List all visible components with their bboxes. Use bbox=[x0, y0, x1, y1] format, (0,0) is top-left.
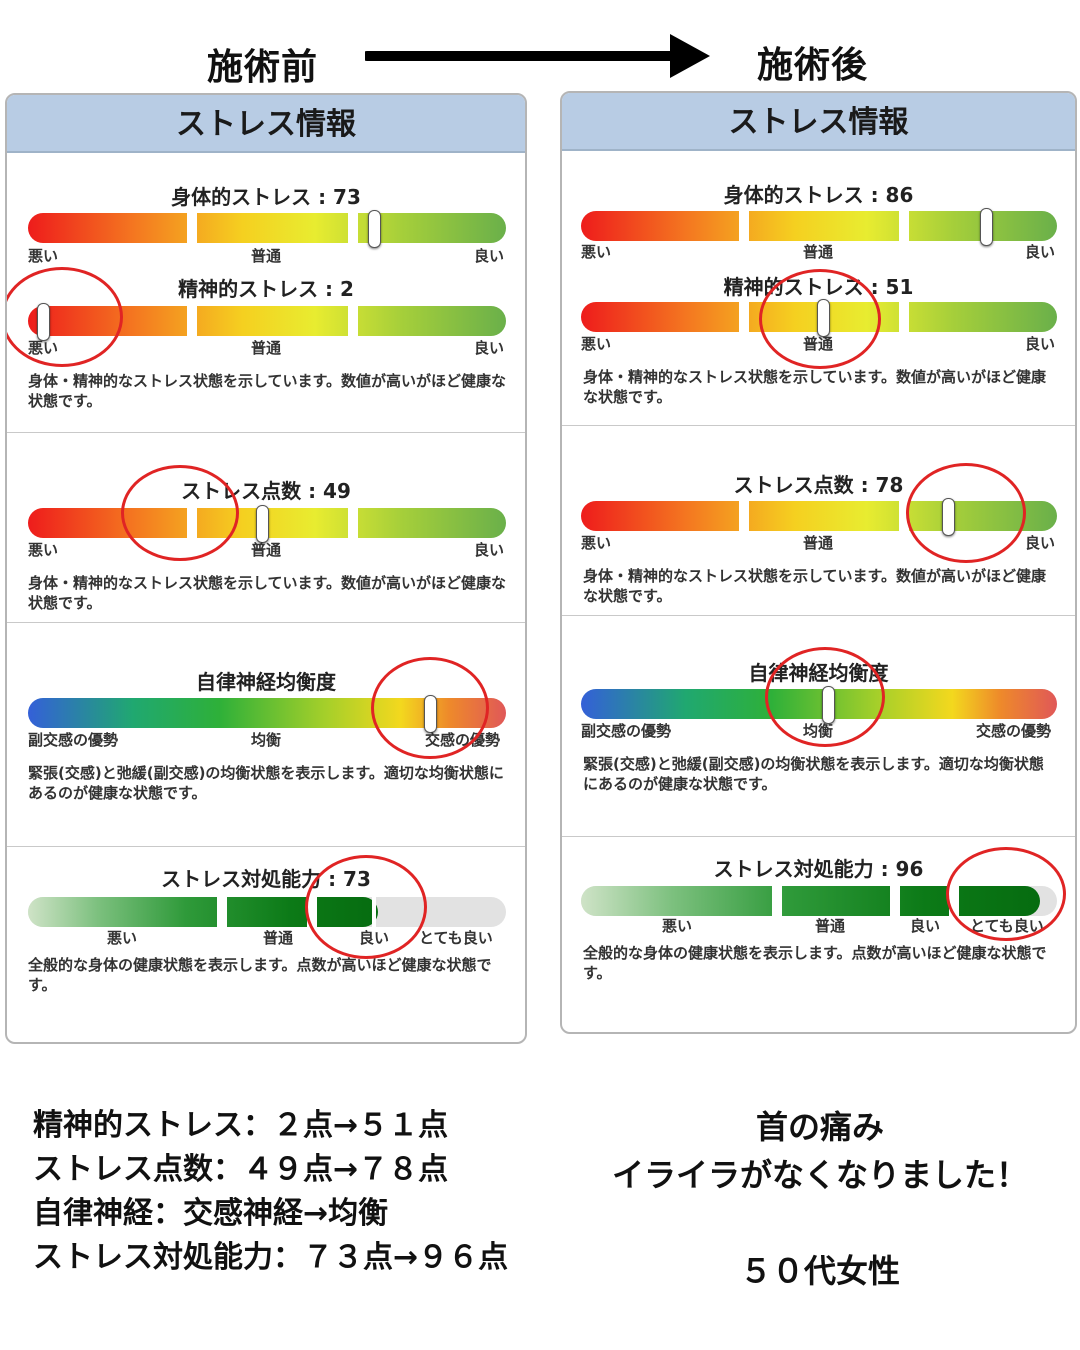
before-heading: 施術前 bbox=[207, 47, 319, 88]
coping-description: 全般的な身体の健康状態を表示します。点数が高いほど健康な状態です。 bbox=[28, 956, 492, 994]
summary-line: 精神的ストレス：２点→５１点 bbox=[33, 1108, 449, 1143]
physical-stress-marker bbox=[367, 210, 381, 248]
stress-panel-before: ストレス情報 身体的ストレス : 73 悪い 普通 良い 精神的ストレス : 2… bbox=[5, 93, 527, 1044]
physical-stress-marker bbox=[979, 208, 993, 246]
testimonial-person: ５０代女性 bbox=[739, 1252, 900, 1290]
highlight-circle bbox=[7, 267, 123, 367]
stress-coping-bar bbox=[28, 897, 506, 927]
scale-label-bad: 悪い bbox=[662, 917, 693, 935]
right-arrow-icon bbox=[365, 34, 710, 78]
scale-label-bad: 悪い bbox=[28, 541, 59, 559]
scale-label-normal: 普通 bbox=[803, 534, 834, 552]
scale-label-normal: 普通 bbox=[815, 917, 846, 935]
panel-title: ストレス情報 bbox=[7, 95, 525, 153]
scale-label-good: 良い bbox=[910, 917, 941, 935]
summary-line: 自律神経：交感神経→均衡 bbox=[33, 1196, 389, 1231]
highlight-circle bbox=[305, 855, 427, 959]
scale-label-good: 良い bbox=[474, 541, 505, 559]
stress-score-marker bbox=[255, 505, 269, 543]
scale-label-good: 良い bbox=[474, 339, 505, 357]
testimonial-line-2: イライラがなくなりました！ bbox=[611, 1156, 1028, 1194]
stress-coping-title: ストレス対処能力 : 96 bbox=[713, 857, 924, 881]
scale-label-parasympathetic: 副交感の優勢 bbox=[28, 731, 119, 749]
highlight-circle bbox=[765, 647, 885, 747]
scale-label-bad: 悪い bbox=[581, 534, 612, 552]
scale-label-very-good: とても良い bbox=[419, 929, 493, 947]
scale-label-good: 良い bbox=[1025, 335, 1056, 353]
highlight-circle bbox=[121, 465, 239, 561]
autonomic-balance-title: 自律神経均衡度 bbox=[196, 670, 336, 694]
coping-description: 全般的な身体の健康状態を表示します。点数が高いほど健康な状態です。 bbox=[583, 944, 1047, 982]
scale-label-good: 良い bbox=[474, 247, 505, 265]
stress-description: 身体・精神的なストレス状態を示しています。数値が高いがほど健康な状態です。 bbox=[583, 567, 1047, 605]
after-heading: 施術後 bbox=[757, 45, 869, 86]
stress-coping-title: ストレス対処能力 : 73 bbox=[161, 867, 371, 891]
scale-label-normal: 普通 bbox=[251, 339, 282, 357]
panel-title: ストレス情報 bbox=[562, 93, 1075, 151]
scale-label-good: 良い bbox=[1025, 243, 1056, 261]
highlight-circle bbox=[946, 847, 1066, 941]
scale-label-bad: 悪い bbox=[28, 247, 59, 265]
stress-description: 身体・精神的なストレス状態を示しています。数値が高いがほど健康な状態です。 bbox=[583, 368, 1047, 406]
scale-label-good: 良い bbox=[1025, 534, 1056, 552]
scale-label-normal: 普通 bbox=[251, 247, 282, 265]
scale-label-bad: 悪い bbox=[107, 929, 138, 947]
highlight-circle bbox=[906, 463, 1026, 563]
stress-description: 身体・精神的なストレス状態を示しています。数値が高いがほど健康な状態です。 bbox=[28, 574, 507, 612]
scale-label-bad: 悪い bbox=[581, 335, 612, 353]
scale-label-normal: 普通 bbox=[263, 929, 294, 947]
stress-panel-after: ストレス情報 身体的ストレス : 86 悪い 普通 良い 精神的ストレス : 5… bbox=[560, 91, 1077, 1034]
highlight-circle bbox=[759, 269, 881, 369]
mental-stress-title: 精神的ストレス : 2 bbox=[178, 277, 354, 301]
stress-score-title: ストレス点数 : 78 bbox=[733, 473, 904, 497]
scale-label-sympathetic: 交感の優勢 bbox=[976, 722, 1052, 740]
physical-stress-title: 身体的ストレス : 73 bbox=[171, 185, 361, 209]
scale-label-normal: 普通 bbox=[803, 243, 834, 261]
autonomic-description: 緊張(交感)と弛緩(副交感)の均衡状態を表示します。適切な均衡状態にあるのが健康… bbox=[28, 764, 504, 802]
stress-description: 身体・精神的なストレス状態を示しています。数値が高いがほど健康な状態です。 bbox=[28, 372, 507, 410]
highlight-circle bbox=[371, 657, 489, 759]
scale-label-balance: 均衡 bbox=[251, 731, 282, 749]
physical-stress-title: 身体的ストレス : 86 bbox=[723, 183, 914, 207]
summary-line: ストレス対処能力：７３点→９６点 bbox=[33, 1240, 509, 1275]
summary-line: ストレス点数：４９点→７８点 bbox=[33, 1152, 449, 1187]
autonomic-description: 緊張(交感)と弛緩(副交感)の均衡状態を表示します。適切な均衡状態にあるのが健康… bbox=[583, 755, 1044, 793]
scale-label-parasympathetic: 副交感の優勢 bbox=[581, 722, 672, 740]
testimonial-line-1: 首の痛み bbox=[755, 1108, 884, 1146]
stress-score-title: ストレス点数 : 49 bbox=[181, 479, 351, 503]
scale-label-normal: 普通 bbox=[251, 541, 282, 559]
scale-label-bad: 悪い bbox=[581, 243, 612, 261]
physical-stress-bar bbox=[28, 213, 506, 243]
physical-stress-bar bbox=[581, 211, 1057, 241]
